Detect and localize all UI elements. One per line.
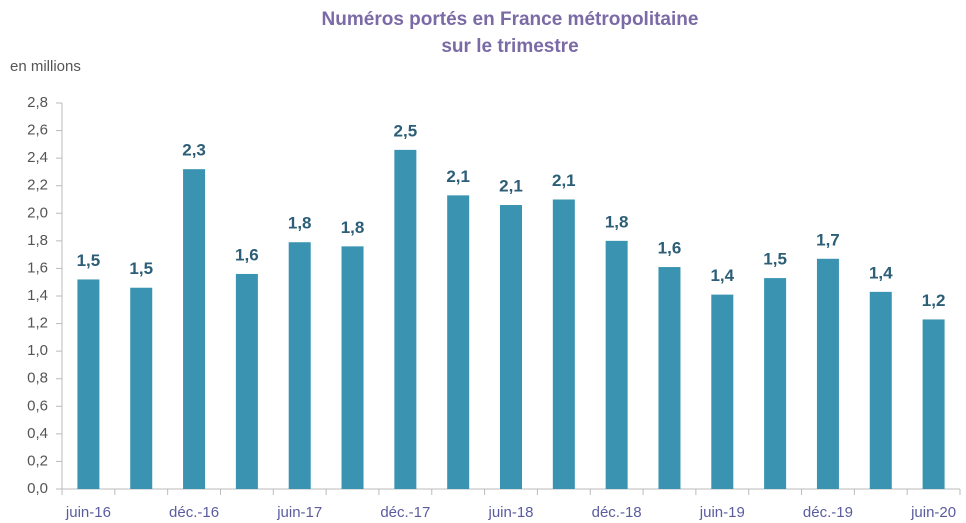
bar xyxy=(394,149,417,489)
bar xyxy=(869,291,892,489)
x-tick-label: déc.-16 xyxy=(169,504,219,521)
bar xyxy=(77,279,100,489)
bar xyxy=(552,199,575,489)
value-label: 2,1 xyxy=(446,167,470,186)
y-tick-label: 1,6 xyxy=(27,259,48,276)
bar xyxy=(711,294,734,489)
value-label: 1,6 xyxy=(235,245,259,264)
bar xyxy=(235,273,258,489)
y-tick-label: 2,6 xyxy=(27,122,48,139)
y-tick-label: 2,4 xyxy=(27,149,48,166)
value-label: 1,4 xyxy=(710,266,734,285)
bar xyxy=(500,205,522,489)
y-tick-label: 0,8 xyxy=(27,370,48,387)
y-tick-label: 0,0 xyxy=(27,480,48,497)
y-tick-label: 1,0 xyxy=(27,342,48,359)
y-axis-label: en millions xyxy=(10,58,81,75)
bar xyxy=(816,258,839,489)
x-tick-label: déc.-17 xyxy=(380,504,430,521)
value-label: 1,8 xyxy=(605,212,629,231)
bar xyxy=(447,195,470,489)
y-tick-label: 1,2 xyxy=(27,315,48,332)
x-tick-label: déc.-18 xyxy=(592,504,642,521)
value-label: 1,8 xyxy=(288,214,312,233)
bar xyxy=(130,287,153,489)
y-tick-label: 1,8 xyxy=(27,232,48,249)
y-tick-label: 2,0 xyxy=(27,204,48,221)
bar xyxy=(183,169,206,489)
x-tick-label: juin-16 xyxy=(65,504,111,521)
y-tick-label: 2,8 xyxy=(27,94,48,111)
bar xyxy=(922,319,945,489)
x-tick-label: juin-17 xyxy=(276,504,322,521)
value-label: 2,5 xyxy=(394,121,418,140)
bar xyxy=(341,246,364,489)
x-tick-label: juin-20 xyxy=(910,504,956,521)
value-label: 1,6 xyxy=(658,239,682,258)
y-tick-label: 1,4 xyxy=(27,287,48,304)
y-tick-label: 0,6 xyxy=(27,397,48,414)
value-label: 1,5 xyxy=(763,250,787,269)
x-tick-label: juin-18 xyxy=(487,504,533,521)
value-label: 2,1 xyxy=(499,176,523,195)
y-tick-label: 0,4 xyxy=(27,425,48,442)
value-label: 1,4 xyxy=(869,263,893,282)
value-label: 1,5 xyxy=(129,259,153,278)
value-label: 1,7 xyxy=(816,230,840,249)
chart-subtitle: sur le trimestre xyxy=(441,36,578,57)
value-label: 2,1 xyxy=(552,171,576,190)
bar xyxy=(764,278,787,489)
x-tick-label: juin-19 xyxy=(699,504,745,521)
bar xyxy=(605,240,628,489)
bar xyxy=(658,267,681,489)
y-tick-label: 2,2 xyxy=(27,177,48,194)
y-tick-label: 0,2 xyxy=(27,452,48,469)
value-label: 1,8 xyxy=(341,218,365,237)
bar xyxy=(288,242,311,489)
value-label: 1,2 xyxy=(922,291,946,310)
chart-title: Numéros portés en France métropolitaine xyxy=(322,9,699,30)
value-label: 1,5 xyxy=(77,251,101,270)
x-tick-label: déc.-19 xyxy=(803,504,853,521)
value-label: 2,3 xyxy=(182,141,206,160)
